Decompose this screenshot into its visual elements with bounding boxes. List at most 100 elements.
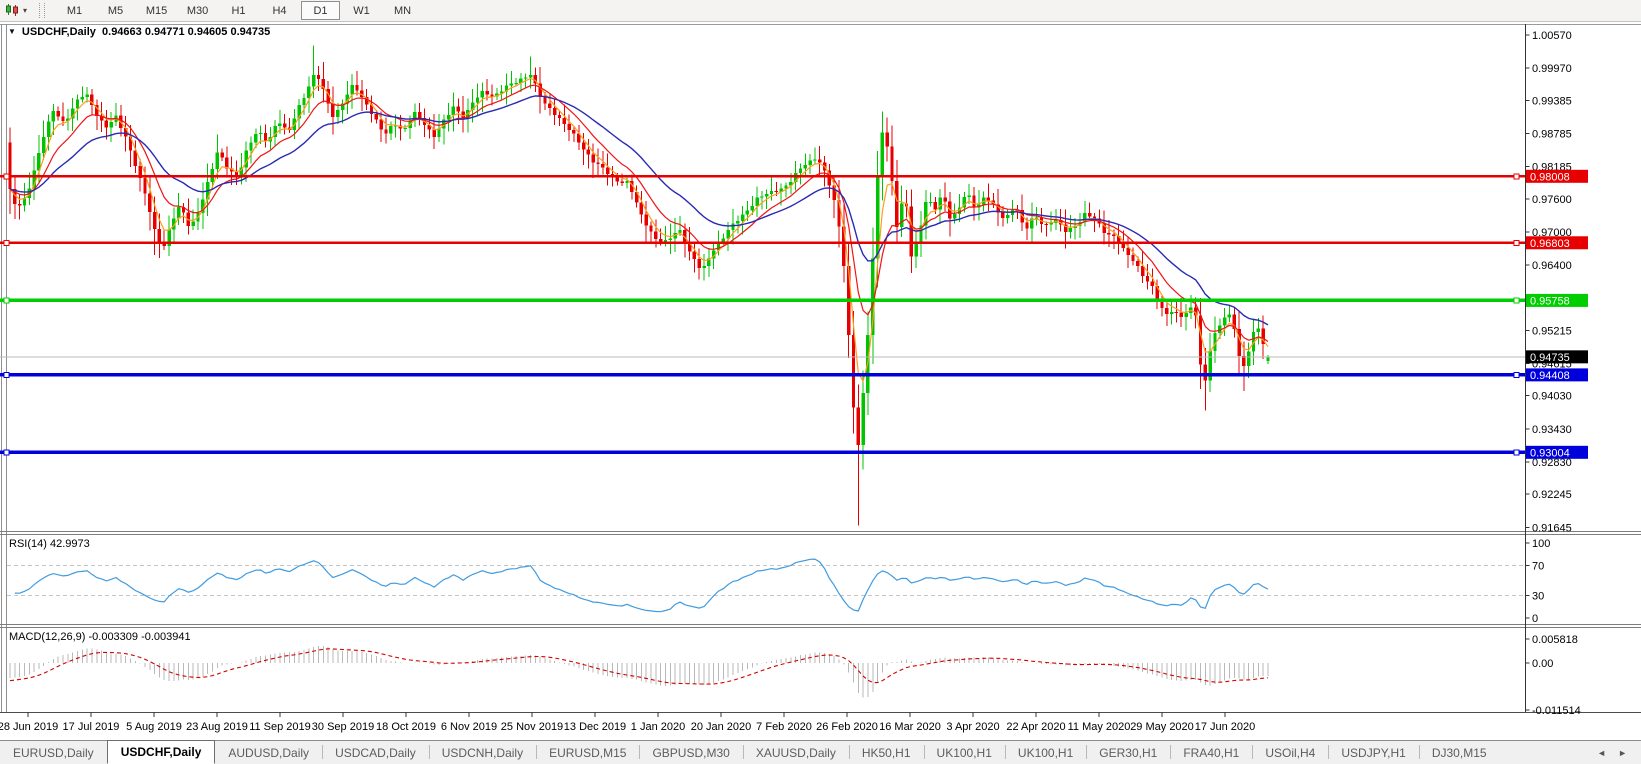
toolbar-grip[interactable] (39, 3, 46, 18)
svg-text:26 Feb 2020: 26 Feb 2020 (816, 721, 878, 733)
svg-text:0.99970: 0.99970 (1532, 63, 1572, 75)
rsi-indicator-label: RSI(14) 42.9973 (9, 538, 90, 550)
svg-text:0.94735: 0.94735 (1530, 352, 1570, 364)
chart-tab-DJ30,M15[interactable]: DJ30,M15 (1418, 741, 1500, 764)
svg-text:0.00: 0.00 (1532, 658, 1553, 670)
timeframe-button-M5[interactable]: M5 (107, 4, 124, 17)
time-axis[interactable]: 28 Jun 2019 17 Jul 2019 5 Aug 2019 23 Aug 2… (0, 712, 1255, 733)
chart-tab-USDCHF,Daily[interactable]: USDCHF,Daily (106, 740, 216, 764)
macd-values: -0.003309 -0.003941 (88, 631, 191, 643)
objects-menu-caret-icon[interactable]: ▼ (8, 27, 16, 36)
svg-text:0: 0 (1532, 613, 1538, 625)
moving-average-fast-line (9, 77, 1269, 383)
chart-tab-FRA40,H1[interactable]: FRA40,H1 (1170, 741, 1252, 764)
svg-text:29 May 2020: 29 May 2020 (1130, 721, 1194, 733)
svg-text:0.97600: 0.97600 (1532, 194, 1572, 206)
svg-text:0.92830: 0.92830 (1532, 457, 1572, 469)
panel-borders (0, 24, 1641, 713)
chart-title: ▼ USDCHF,Daily 0.94663 0.94771 0.94605 0.… (8, 26, 270, 38)
rsi-value: 42.9973 (49, 538, 90, 550)
timeframe-button-MN[interactable]: MN (393, 4, 412, 17)
timeframe-button-D1[interactable]: D1 (301, 1, 341, 20)
svg-text:0.93004: 0.93004 (1530, 447, 1570, 459)
macd-signal-line (9, 648, 1269, 685)
horizontal-level-lines[interactable] (0, 173, 1526, 456)
chart-tab-USDCNH,Daily[interactable]: USDCNH,Daily (428, 741, 536, 764)
svg-text:0.005818: 0.005818 (1532, 634, 1578, 646)
svg-text:-0.011514: -0.011514 (1532, 705, 1581, 717)
chart-tab-XAUUSD,Daily[interactable]: XAUUSD,Daily (742, 741, 849, 764)
svg-text:0.93430: 0.93430 (1532, 424, 1572, 436)
top-toolbar: ▾ M1 M5 M15 M30 H1 H4 D1 W1 MN (0, 0, 1641, 22)
svg-text:1.00570: 1.00570 (1532, 30, 1572, 42)
svg-text:5 Aug 2019: 5 Aug 2019 (126, 721, 182, 733)
svg-text:0.91645: 0.91645 (1532, 522, 1572, 534)
timeframe-button-group: M1 M5 M15 M30 H1 H4 D1 W1 MN (55, 1, 422, 20)
svg-text:0.95215: 0.95215 (1532, 325, 1572, 337)
svg-text:16 Mar 2020: 16 Mar 2020 (879, 721, 941, 733)
price-label-boxes: 0.98008 0.96803 0.95758 0.94408 0.93004 0.947… (1526, 169, 1588, 459)
chart-tab-GBPUSD,M30[interactable]: GBPUSD,M30 (639, 741, 742, 764)
svg-text:0.94408: 0.94408 (1530, 370, 1570, 382)
chart-tab-UK100,H1[interactable]: UK100,H1 (1004, 741, 1086, 764)
svg-text:17 Jul 2019: 17 Jul 2019 (63, 721, 120, 733)
chart-tab-HK50,H1[interactable]: HK50,H1 (848, 741, 924, 764)
timeframe-button-M1[interactable]: M1 (66, 4, 83, 17)
macd-indicator-label: MACD(12,26,9) -0.003309 -0.003941 (9, 631, 191, 643)
svg-text:0.92245: 0.92245 (1532, 489, 1572, 501)
timeframe-button-M15[interactable]: M15 (145, 4, 168, 17)
svg-text:0.99385: 0.99385 (1532, 95, 1572, 107)
svg-text:30: 30 (1532, 591, 1544, 603)
timeframe-button-W1[interactable]: W1 (353, 4, 370, 17)
chart-tab-EURUSD,Daily[interactable]: EURUSD,Daily (13, 745, 94, 760)
svg-text:0.94030: 0.94030 (1532, 391, 1572, 403)
candlestick-chart-icon[interactable] (4, 3, 22, 19)
svg-text:30 Sep 2019: 30 Sep 2019 (312, 721, 374, 733)
chart-tab-EURUSD,M15[interactable]: EURUSD,M15 (536, 741, 639, 764)
tab-scroll-nav: ◄ ► (1583, 741, 1641, 764)
moving-average-slow-line (9, 95, 1269, 326)
rsi-name: RSI(14) (9, 538, 47, 550)
chart-tab-GER30,H1[interactable]: GER30,H1 (1086, 741, 1170, 764)
svg-text:28 Jun 2019: 28 Jun 2019 (0, 721, 58, 733)
svg-text:25 Nov 2019: 25 Nov 2019 (501, 721, 563, 733)
svg-text:3 Apr 2020: 3 Apr 2020 (946, 721, 999, 733)
chart-tabs-bar: EURUSD,Daily USDCHF,Daily AUDUSD,Daily USDC… (0, 740, 1641, 764)
chart-window[interactable]: 1.00570 0.99970 0.99385 0.98785 0.98185 0.976… (0, 22, 1641, 740)
rsi-line (14, 558, 1269, 613)
chart-symbol-label: USDCHF,Daily (21, 26, 96, 38)
svg-text:0.95758: 0.95758 (1530, 295, 1570, 307)
price-axis[interactable]: 1.005700.999700.993850.987850.981850.976… (1525, 24, 1581, 717)
moving-average-medium-line (9, 84, 1269, 342)
svg-text:13 Dec 2019: 13 Dec 2019 (564, 721, 626, 733)
svg-text:20 Jan 2020: 20 Jan 2020 (691, 721, 752, 733)
svg-text:23 Aug 2019: 23 Aug 2019 (186, 721, 248, 733)
caret-down-icon[interactable]: ▾ (23, 6, 28, 15)
svg-text:0.98008: 0.98008 (1530, 171, 1570, 183)
svg-text:7 Feb 2020: 7 Feb 2020 (756, 721, 812, 733)
timeframe-button-H1[interactable]: H1 (231, 4, 246, 17)
svg-text:1 Jan 2020: 1 Jan 2020 (631, 721, 685, 733)
chart-tab-USDJPY,H1[interactable]: USDJPY,H1 (1328, 741, 1418, 764)
svg-text:70: 70 (1532, 561, 1544, 573)
chart-tab-AUDUSD,Daily[interactable]: AUDUSD,Daily (228, 745, 310, 760)
svg-text:22 Apr 2020: 22 Apr 2020 (1006, 721, 1065, 733)
svg-text:0.97000: 0.97000 (1532, 227, 1572, 239)
svg-text:0.96803: 0.96803 (1530, 238, 1570, 250)
svg-text:17 Jun 2020: 17 Jun 2020 (1195, 721, 1256, 733)
macd-name: MACD(12,26,9) (9, 631, 86, 643)
chart-tab-UK100,H1[interactable]: UK100,H1 (923, 741, 1005, 764)
svg-text:18 Oct 2019: 18 Oct 2019 (376, 721, 436, 733)
chart-tab-USDCAD,Daily[interactable]: USDCAD,Daily (322, 741, 429, 764)
tab-scroll-left-icon[interactable]: ◄ (1597, 747, 1607, 758)
svg-text:0.96400: 0.96400 (1532, 260, 1572, 272)
timeframe-button-M30[interactable]: M30 (186, 4, 209, 17)
chart-tab-USOil,H4[interactable]: USOil,H4 (1252, 741, 1328, 764)
svg-text:11 Sep 2019: 11 Sep 2019 (249, 721, 311, 733)
svg-text:11 May 2020: 11 May 2020 (1068, 721, 1131, 733)
chart-ohlc-values: 0.94663 0.94771 0.94605 0.94735 (102, 26, 271, 38)
tab-scroll-right-icon[interactable]: ► (1618, 747, 1627, 758)
timeframe-button-H4[interactable]: H4 (272, 4, 287, 17)
svg-text:100: 100 (1532, 538, 1550, 550)
svg-text:0.98785: 0.98785 (1532, 128, 1572, 140)
